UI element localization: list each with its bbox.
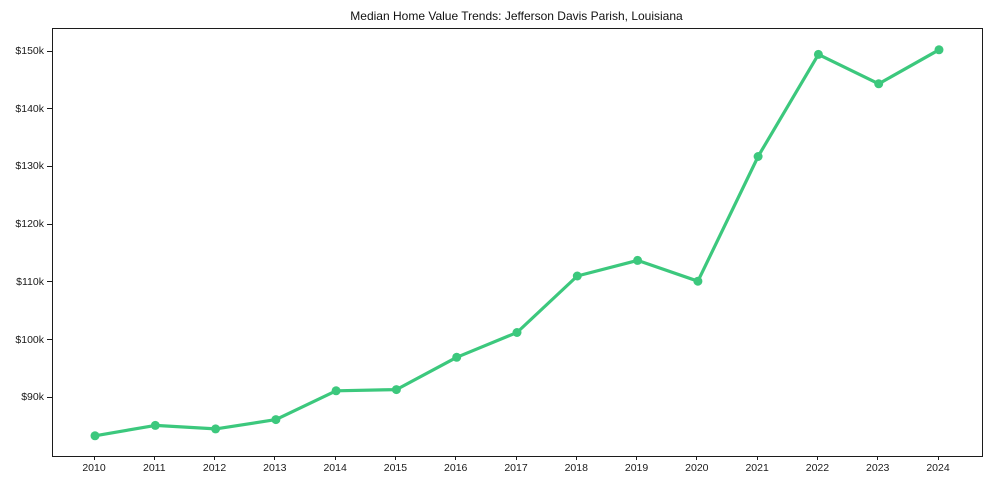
data-point-2011 [150, 420, 160, 430]
y-tick-mark [47, 396, 52, 398]
x-tick-label-2020: 2020 [685, 462, 709, 474]
y-tick-mark [47, 50, 52, 52]
x-tick-mark [153, 456, 155, 460]
x-tick-mark [575, 456, 577, 460]
x-tick-mark [696, 456, 698, 460]
data-point-2012 [211, 424, 221, 434]
x-tick-label-2011: 2011 [142, 462, 166, 474]
x-tick-label-2016: 2016 [444, 462, 468, 474]
x-tick-label-2018: 2018 [564, 462, 588, 474]
y-tick-mark [47, 108, 52, 110]
data-point-2024 [934, 45, 944, 55]
y-tick-mark [47, 281, 52, 283]
plot-area [52, 28, 983, 457]
data-point-2022 [813, 49, 823, 59]
y-tick-mark [47, 165, 52, 167]
trend-line [93, 48, 941, 438]
data-point-2018 [572, 271, 582, 281]
x-tick-mark [274, 456, 276, 460]
chart-title: Median Home Value Trends: Jefferson Davi… [350, 9, 683, 23]
x-tick-label-2022: 2022 [805, 462, 830, 474]
x-tick-mark [515, 456, 517, 460]
x-tick-mark [937, 456, 939, 460]
x-tick-label-2021: 2021 [745, 462, 769, 474]
x-tick-label-2012: 2012 [202, 462, 227, 474]
y-tick-label-100: $100k [15, 333, 44, 346]
x-tick-label-2024: 2024 [926, 462, 950, 474]
x-tick-label-2017: 2017 [504, 462, 528, 474]
x-tick-mark [756, 456, 758, 460]
y-tick-label-130: $130k [15, 160, 44, 173]
x-tick-label-2015: 2015 [383, 462, 408, 474]
x-tick-mark [455, 456, 457, 460]
y-tick-label-140: $140k [15, 102, 44, 115]
y-tick-label-110: $110k [16, 275, 44, 288]
x-tick-label-2013: 2013 [263, 462, 287, 474]
x-tick-label-2010: 2010 [82, 462, 106, 474]
y-tick-mark [47, 339, 52, 341]
data-point-2019 [633, 255, 643, 265]
line-chart-svg [90, 45, 944, 441]
x-tick-mark [214, 456, 216, 460]
x-tick-label-2019: 2019 [624, 462, 649, 474]
y-tick-mark [47, 223, 52, 225]
x-tick-label-2023: 2023 [866, 462, 890, 474]
data-point-2010 [90, 431, 100, 441]
data-point-2015 [391, 385, 401, 395]
x-tick-mark [877, 456, 879, 460]
x-tick-mark [334, 456, 336, 460]
data-point-2016 [452, 352, 462, 362]
data-point-2023 [874, 79, 884, 89]
x-tick-mark [816, 456, 818, 460]
data-point-2017 [512, 328, 522, 337]
y-tick-label-120: $120k [15, 218, 44, 231]
x-tick-label-2014: 2014 [323, 462, 347, 474]
x-tick-mark [93, 456, 95, 460]
y-tick-label-150: $150k [15, 45, 44, 58]
x-tick-mark [636, 456, 638, 460]
data-point-2014 [331, 386, 341, 396]
data-point-2020 [693, 276, 703, 286]
data-point-2013 [271, 415, 281, 425]
data-point-2021 [753, 152, 763, 161]
y-tick-label-90: $90k [21, 391, 44, 404]
x-tick-mark [394, 456, 396, 460]
